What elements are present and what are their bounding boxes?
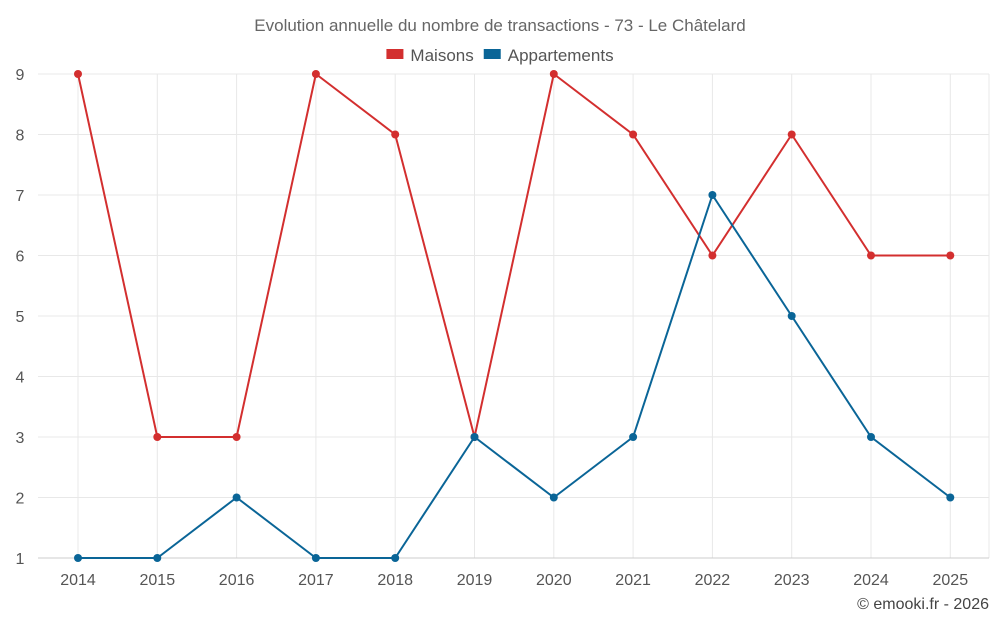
grid (38, 73, 990, 559)
data-point-maisons[interactable] (708, 251, 717, 260)
x-tick-label: 2020 (536, 572, 572, 589)
series-line-appartements (78, 194, 951, 559)
chart-title: Evolution annuelle du nombre de transact… (254, 16, 745, 35)
series-layer (74, 70, 955, 562)
data-point-maisons[interactable] (232, 433, 241, 441)
y-tick-label: 5 (16, 309, 25, 326)
data-point-maisons[interactable] (787, 130, 796, 139)
data-point-maisons[interactable] (867, 251, 875, 260)
x-tick-label: 2021 (615, 572, 651, 589)
legend-item-maisons[interactable]: Maisons (386, 46, 474, 65)
data-point-appartements[interactable] (232, 493, 241, 502)
x-axis: 2014 2015 2016 2017 2018 2019 2020 2021 2022 2023… (60, 572, 968, 589)
x-tick-label: 2019 (457, 572, 493, 589)
series-appartements (74, 191, 955, 562)
series-line-maisons (77, 73, 951, 438)
data-point-maisons[interactable] (629, 130, 638, 139)
y-tick-label: 4 (16, 370, 25, 387)
y-tick-label: 2 (16, 491, 25, 508)
legend-label: Appartements (508, 46, 614, 65)
x-tick-label: 2022 (695, 572, 731, 589)
data-point-appartements[interactable] (470, 433, 479, 441)
data-point-maisons[interactable] (391, 130, 400, 139)
x-tick-label: 2024 (853, 572, 889, 589)
data-point-maisons[interactable] (74, 70, 82, 78)
data-point-maisons[interactable] (153, 433, 162, 441)
x-tick-label: 2025 (933, 572, 969, 589)
x-tick-label: 2018 (377, 572, 413, 589)
y-tick-label: 7 (16, 188, 25, 205)
legend-swatch (386, 49, 404, 59)
legend: Maisons Appartements (386, 46, 614, 65)
series-maisons (74, 70, 955, 441)
data-point-maisons[interactable] (311, 70, 320, 78)
y-tick-label: 6 (16, 249, 25, 266)
data-point-appartements[interactable] (708, 191, 717, 199)
x-tick-label: 2023 (774, 572, 810, 589)
data-point-appartements[interactable] (787, 312, 796, 320)
legend-swatch (483, 49, 501, 59)
x-tick-label: 2014 (60, 572, 96, 589)
data-point-appartements[interactable] (311, 554, 320, 562)
data-point-appartements[interactable] (74, 554, 82, 562)
data-point-appartements[interactable] (153, 554, 162, 562)
data-point-appartements[interactable] (549, 493, 558, 502)
x-tick-label: 2015 (140, 572, 176, 589)
data-point-maisons[interactable] (946, 251, 955, 260)
y-axis: 1 2 3 4 5 6 7 8 9 (16, 67, 25, 568)
data-point-appartements[interactable] (867, 433, 875, 441)
y-tick-label: 3 (16, 430, 25, 447)
y-tick-label: 8 (16, 128, 25, 145)
x-tick-label: 2016 (219, 572, 255, 589)
y-tick-label: 9 (16, 67, 25, 84)
legend-item-appartements[interactable]: Appartements (483, 46, 614, 65)
data-point-appartements[interactable] (629, 433, 638, 441)
data-point-appartements[interactable] (946, 493, 955, 502)
credit-text: © emooki.fr - 2026 (857, 596, 989, 613)
x-tick-label: 2017 (298, 572, 334, 589)
data-point-appartements[interactable] (391, 554, 400, 562)
data-point-maisons[interactable] (549, 70, 558, 78)
y-tick-label: 1 (16, 551, 25, 568)
legend-label: Maisons (410, 46, 473, 65)
